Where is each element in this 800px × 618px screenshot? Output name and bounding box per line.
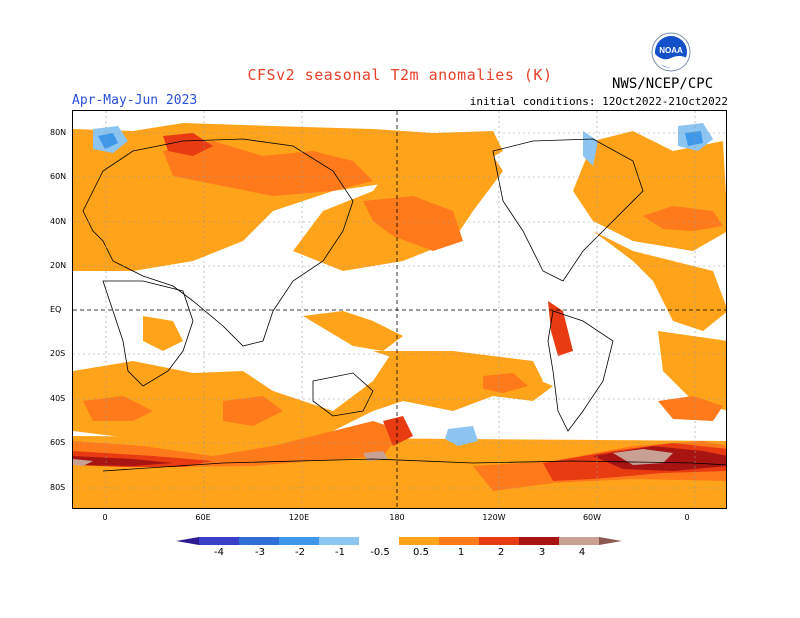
lon-label: 120W [482, 513, 506, 522]
anomaly-map-svg [73, 111, 726, 508]
lat-label: 80S [50, 483, 66, 492]
colorbar-cell [176, 537, 199, 545]
season-label: Apr-May-Jun 2023 [72, 93, 198, 108]
coastlines [82, 138, 726, 472]
lat-label: 80N [50, 128, 67, 137]
agency-label: NWS/NCEP/CPC [612, 76, 714, 92]
anomaly-fill-05-1 [73, 123, 726, 508]
colorbar-cell [439, 537, 479, 545]
lon-label: 60W [582, 513, 602, 522]
colorbar-cell [399, 537, 439, 545]
equator-and-dateline [73, 111, 726, 508]
chart-title: CFSv2 seasonal T2m anomalies (K) [247, 66, 553, 84]
lat-label: 40N [50, 217, 67, 226]
initial-conditions: initial conditions: 12Oct2022-21Oct2022 [469, 95, 728, 108]
anomaly-fill-negative-strong [98, 131, 703, 149]
lon-label: 0 [684, 513, 690, 522]
lat-label: 60S [50, 438, 66, 447]
colorbar-label: 3 [538, 547, 546, 558]
colorbar-label: 4 [578, 547, 586, 558]
colorbar-cell [279, 537, 319, 545]
grid [73, 111, 726, 508]
anomaly-map [72, 110, 727, 509]
lat-label: EQ [50, 305, 62, 314]
colorbar-label: -3 [255, 547, 265, 558]
colorbar-label: -4 [214, 547, 224, 558]
lon-label: 180 [389, 513, 405, 522]
colorbar-label: -2 [295, 547, 305, 558]
colorbar-cells [176, 537, 622, 545]
svg-text:NOAA: NOAA [659, 46, 683, 55]
colorbar [176, 537, 622, 545]
lat-label: 60N [50, 172, 67, 181]
colorbar-cell [559, 537, 599, 545]
colorbar-label: -0.5 [370, 547, 390, 558]
lon-label: 60E [195, 513, 211, 522]
colorbar-cell [519, 537, 559, 545]
colorbar-cell [479, 537, 519, 545]
noaa-logo-icon: NOAA [651, 32, 691, 72]
colorbar-cell [599, 537, 622, 545]
lon-label: 0 [102, 513, 108, 522]
lon-label: 120E [288, 513, 310, 522]
colorbar-label: 1 [457, 547, 465, 558]
colorbar-cell [239, 537, 279, 545]
colorbar-cell [359, 537, 399, 545]
lat-label: 20N [50, 261, 67, 270]
colorbar-label: 2 [497, 547, 505, 558]
colorbar-cell [199, 537, 239, 545]
lat-label: 20S [50, 349, 66, 358]
anomaly-fill-4-plus [73, 449, 673, 466]
colorbar-label: -1 [335, 547, 345, 558]
colorbar-label: 0.5 [413, 547, 429, 558]
colorbar-cell [319, 537, 359, 545]
lat-label: 40S [50, 394, 66, 403]
